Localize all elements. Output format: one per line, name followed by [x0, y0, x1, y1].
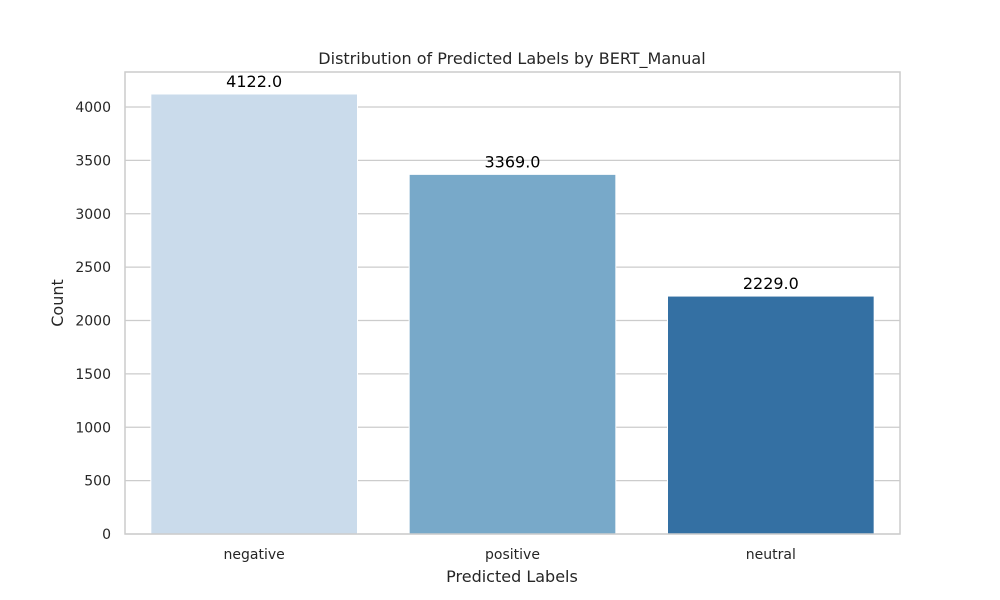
data-label-neutral: 2229.0: [743, 274, 799, 293]
y-tick-label: 2000: [75, 314, 111, 330]
x-axis-title: Predicted Labels: [446, 567, 578, 586]
y-tick-label: 2500: [75, 260, 111, 276]
y-tick-label: 1500: [75, 367, 111, 383]
y-tick-label: 0: [102, 527, 111, 543]
y-tick-label: 1000: [75, 420, 111, 436]
x-tick-label-neutral: neutral: [746, 547, 796, 563]
bar-negative: [150, 93, 358, 535]
x-tick-label-negative: negative: [224, 547, 285, 563]
x-tick-labels: negative positive neutral: [224, 547, 796, 563]
bar-neutral: [667, 295, 875, 535]
y-tick-labels: 0 500 1000 1500 2000 2500 3000 3500 4000: [75, 100, 111, 543]
bar-positive: [408, 173, 617, 535]
y-tick-label: 3000: [75, 207, 111, 223]
y-tick-label: 4000: [75, 100, 111, 116]
chart-title: Distribution of Predicted Labels by BERT…: [318, 49, 705, 69]
bars: [150, 93, 875, 535]
data-label-positive: 3369.0: [485, 152, 541, 171]
data-label-negative: 4122.0: [226, 72, 282, 91]
data-labels: 4122.0 3369.0 2229.0: [226, 72, 799, 293]
x-tick-label-positive: positive: [485, 547, 540, 563]
y-tick-label: 3500: [75, 153, 111, 169]
y-axis-title: Count: [48, 279, 67, 327]
plot-frame: [124, 71, 901, 535]
y-tick-label: 500: [84, 474, 111, 490]
